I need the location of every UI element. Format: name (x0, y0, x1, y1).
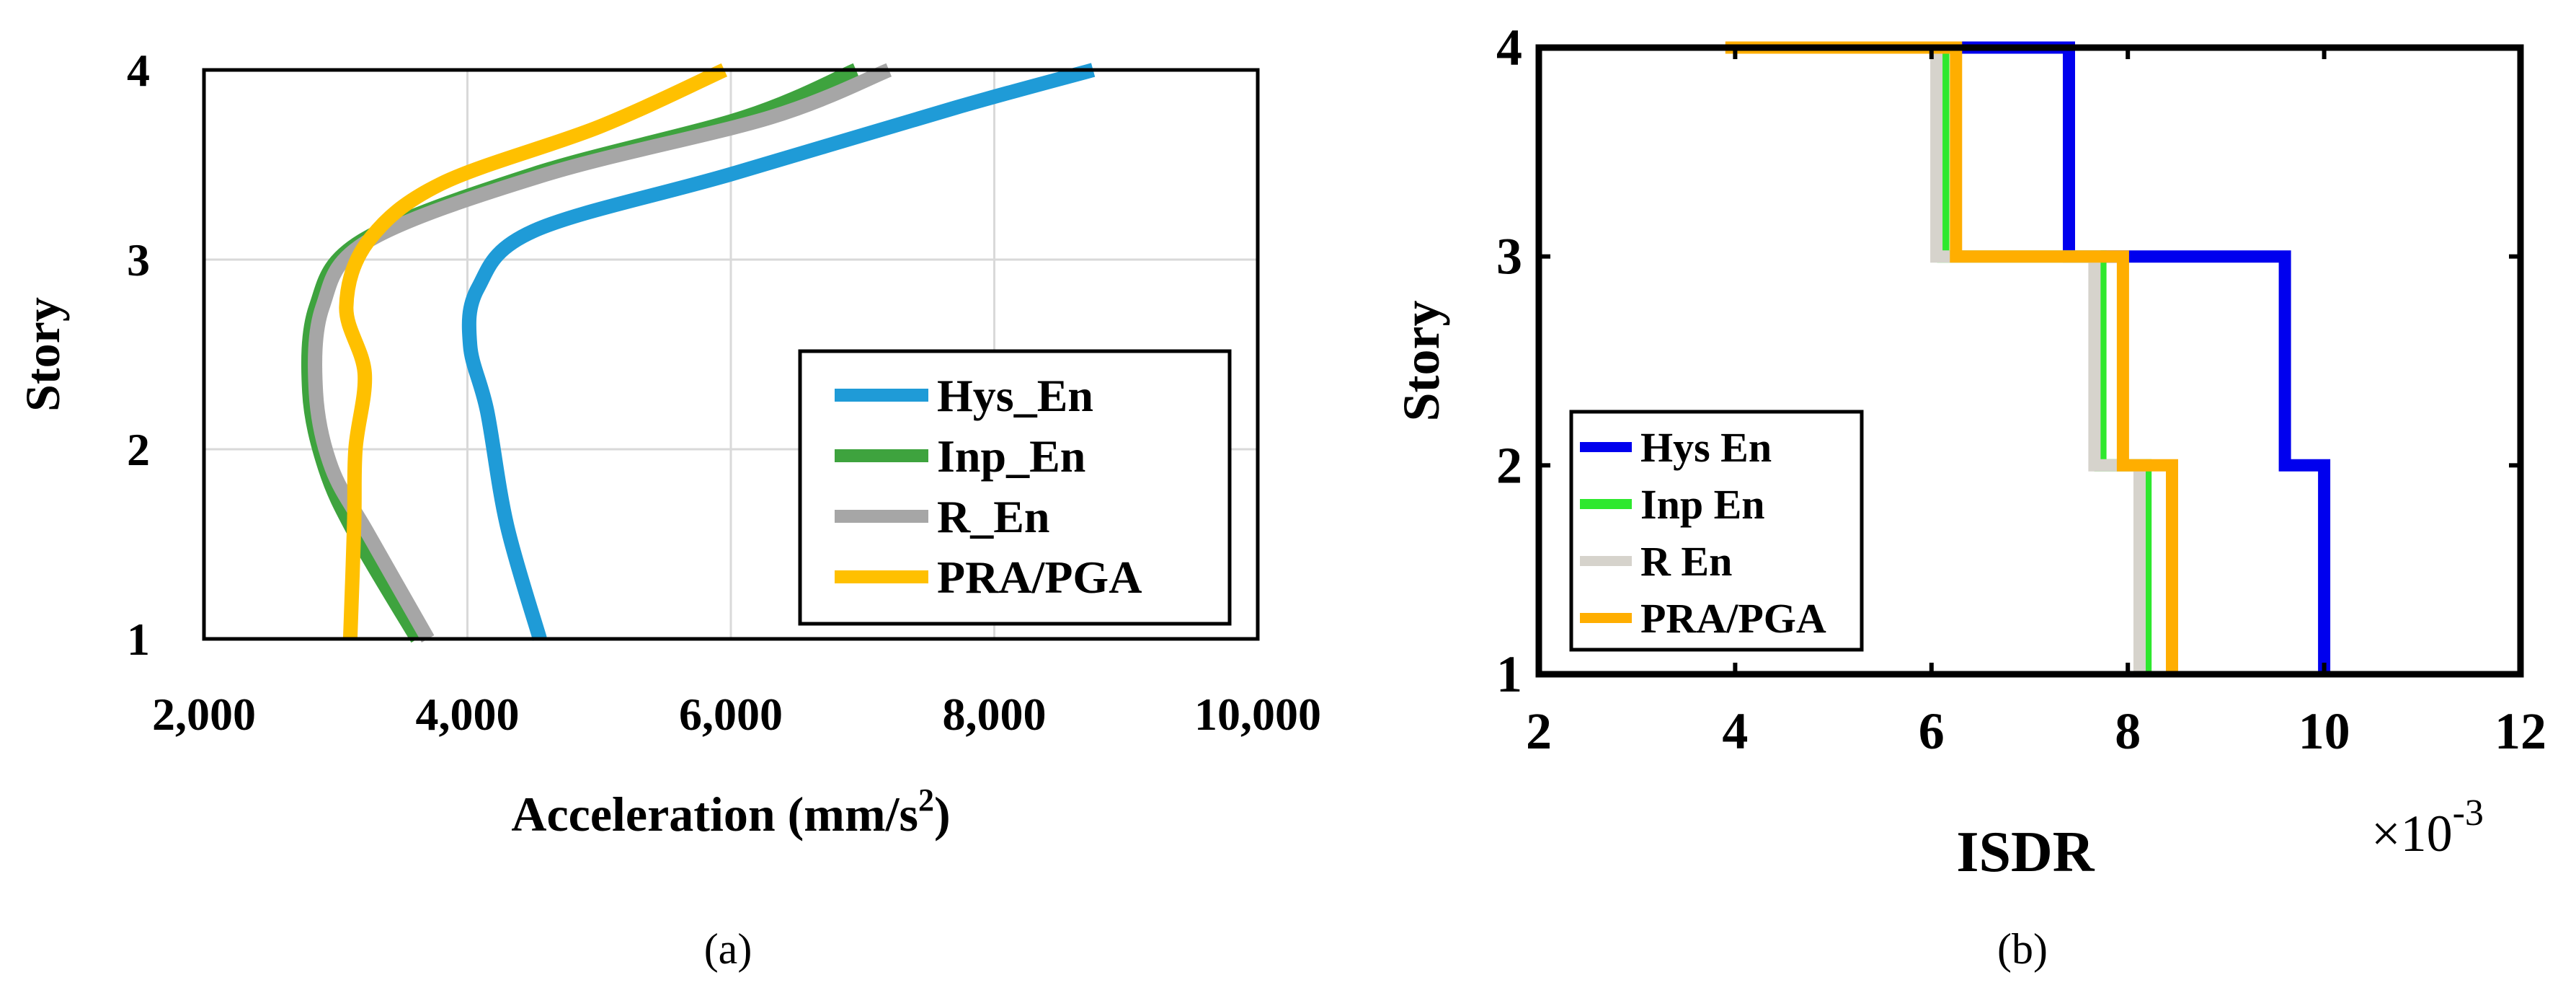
legend: Hys_En Inp_En R_En PRA/PGA (798, 349, 1232, 626)
y-tick-label: 1 (1496, 645, 1522, 703)
legend-label-inp-en: Inp En (1640, 481, 1765, 528)
x-tick-label: 4 (1722, 702, 1748, 760)
chart-a: 2,000 4,000 6,000 8,000 10,000 1 2 3 4 Accelerati… (15, 45, 1321, 973)
legend-label-r-en: R_En (937, 491, 1050, 542)
x-tick-label: 12 (2495, 702, 2546, 760)
series-line-hys-en (461, 63, 1096, 641)
x-axis-label-superscript: 2 (918, 782, 934, 818)
axis-multiplier-base: ×10 (2371, 805, 2453, 862)
x-axis-label-text: Acceleration (mm/s (511, 787, 918, 842)
x-axis-label: ISDR (1956, 821, 2095, 884)
x-tick-label: 8,000 (943, 689, 1047, 740)
caption-a: (a) (704, 925, 752, 973)
x-axis-label-end: ) (934, 787, 951, 842)
y-tick-label: 3 (127, 234, 150, 286)
legend-label-pra-pga: PRA/PGA (937, 552, 1142, 603)
y-tick-label: 4 (1496, 19, 1522, 76)
legend-label-hys-en: Hys En (1640, 424, 1772, 471)
legend-label-inp-en: Inp_En (937, 430, 1085, 482)
axis-multiplier-exponent: -3 (2453, 792, 2484, 834)
y-axis-label: Story (15, 297, 70, 412)
y-tick-label: 2 (1496, 436, 1522, 494)
x-tick-label: 6,000 (679, 689, 783, 740)
y-tick-label: 4 (127, 45, 150, 96)
x-tick-label: 10,000 (1194, 689, 1321, 740)
x-tick-label: 8 (2115, 702, 2141, 760)
y-tick-label: 3 (1496, 228, 1522, 286)
x-tick-label: 2,000 (152, 689, 256, 740)
y-axis-label: Story (1393, 301, 1450, 422)
x-tick-label: 10 (2299, 702, 2350, 760)
legend-label-pra-pga: PRA/PGA (1640, 595, 1826, 642)
x-tick-label: 6 (1919, 702, 1945, 760)
x-tick-label: 2 (1526, 702, 1552, 760)
caption-b: (b) (1997, 925, 2048, 973)
axis-multiplier: ×10-3 (2371, 792, 2484, 862)
series-line-pra-pga (339, 63, 728, 640)
y-tick-label: 1 (127, 614, 150, 665)
plot-border (1535, 44, 2524, 678)
x-tick-label: 4,000 (416, 689, 520, 740)
legend-label-hys-en: Hys_En (937, 370, 1093, 421)
y-tick-label: 2 (127, 424, 150, 475)
x-axis-label: Acceleration (mm/s2) (511, 782, 950, 842)
legend: Hys En Inp En R En PRA/PGA (1569, 410, 1864, 652)
legend-label-r-en: R En (1640, 538, 1732, 585)
plot-border (202, 68, 1260, 641)
